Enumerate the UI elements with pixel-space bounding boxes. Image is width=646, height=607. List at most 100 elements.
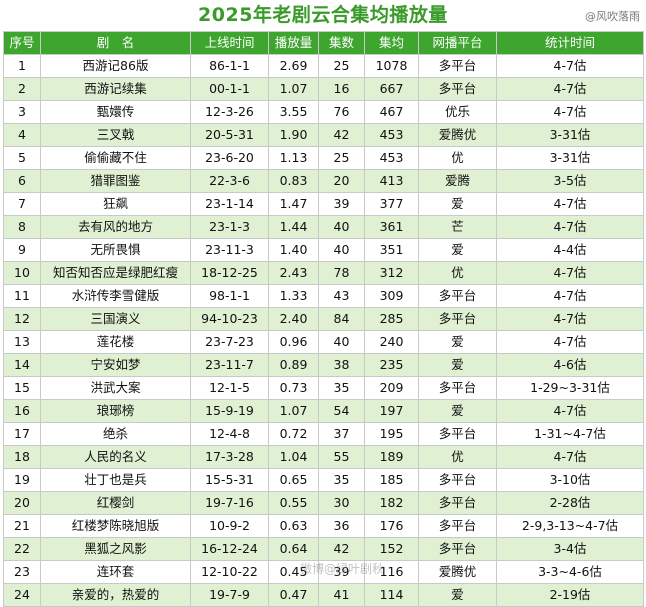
release-date-cell: 17-3-28	[190, 445, 269, 469]
page-title: 2025年老剧云合集均播放量	[198, 4, 448, 26]
table-row: 22 黑狐之风影 16-12-24 0.64 42 152 多平台 3-4估	[3, 537, 644, 561]
table-row: 13 莲花楼 23-7-23 0.96 40 240 爱 4-7估	[3, 330, 644, 354]
platform-cell: 爱	[418, 399, 497, 423]
rank-cell: 7	[3, 192, 41, 216]
title-cell: 狂飙	[40, 192, 191, 216]
release-date-cell: 20-5-31	[190, 123, 269, 147]
per-episode-cell: 453	[364, 146, 419, 170]
title-cell: 水浒传李雪健版	[40, 284, 191, 308]
stat-date-cell: 4-7估	[496, 330, 644, 354]
per-episode-cell: 361	[364, 215, 419, 239]
platform-cell: 芒	[418, 215, 497, 239]
column-header-stat-date: 统计时间	[496, 31, 644, 55]
stat-date-cell: 3-10估	[496, 468, 644, 492]
episodes-cell: 20	[318, 169, 365, 193]
episodes-cell: 39	[318, 192, 365, 216]
stat-date-cell: 1-29~3-31估	[496, 376, 644, 400]
table-header-row: 序号 剧 名 上线时间 播放量 集数 集均 网播平台 统计时间	[3, 31, 644, 55]
per-episode-cell: 312	[364, 261, 419, 285]
table-row: 7 狂飙 23-1-14 1.47 39 377 爱 4-7估	[3, 192, 644, 216]
per-episode-cell: 413	[364, 169, 419, 193]
stat-date-cell: 3-31估	[496, 123, 644, 147]
release-date-cell: 12-1-5	[190, 376, 269, 400]
stat-date-cell: 4-7估	[496, 100, 644, 124]
release-date-cell: 00-1-1	[190, 77, 269, 101]
rank-cell: 11	[3, 284, 41, 308]
per-episode-cell: 453	[364, 123, 419, 147]
stat-date-cell: 4-7估	[496, 445, 644, 469]
per-episode-cell: 240	[364, 330, 419, 354]
title-cell: 甄嬛传	[40, 100, 191, 124]
platform-cell: 优	[418, 146, 497, 170]
episodes-cell: 30	[318, 491, 365, 515]
release-date-cell: 23-11-3	[190, 238, 269, 262]
views-cell: 2.43	[268, 261, 319, 285]
table-row: 10 知否知否应是绿肥红瘦 18-12-25 2.43 78 312 优 4-7估	[3, 261, 644, 285]
release-date-cell: 12-10-22	[190, 560, 269, 584]
table-row: 16 琅琊榜 15-9-19 1.07 54 197 爱 4-7估	[3, 399, 644, 423]
title-cell: 去有风的地方	[40, 215, 191, 239]
table-row: 11 水浒传李雪健版 98-1-1 1.33 43 309 多平台 4-7估	[3, 284, 644, 308]
stat-date-cell: 4-7估	[496, 77, 644, 101]
table-row: 12 三国演义 94-10-23 2.40 84 285 多平台 4-7估	[3, 307, 644, 331]
per-episode-cell: 1078	[364, 54, 419, 78]
episodes-cell: 25	[318, 54, 365, 78]
title-cell: 莲花楼	[40, 330, 191, 354]
views-cell: 0.96	[268, 330, 319, 354]
episodes-cell: 54	[318, 399, 365, 423]
column-header-rank: 序号	[3, 31, 41, 55]
episodes-cell: 35	[318, 376, 365, 400]
stat-date-cell: 4-7估	[496, 54, 644, 78]
title-cell: 猎罪图鉴	[40, 169, 191, 193]
column-header-episodes: 集数	[318, 31, 365, 55]
release-date-cell: 22-3-6	[190, 169, 269, 193]
rank-cell: 3	[3, 100, 41, 124]
stat-date-cell: 2-19估	[496, 583, 644, 607]
title-cell: 西游记续集	[40, 77, 191, 101]
platform-cell: 多平台	[418, 376, 497, 400]
table-row: 15 洪武大案 12-1-5 0.73 35 209 多平台 1-29~3-31估	[3, 376, 644, 400]
views-cell: 0.47	[268, 583, 319, 607]
table-row: 18 人民的名义 17-3-28 1.04 55 189 优 4-7估	[3, 445, 644, 469]
per-episode-cell: 114	[364, 583, 419, 607]
platform-cell: 爱	[418, 353, 497, 377]
episodes-cell: 41	[318, 583, 365, 607]
views-cell: 0.64	[268, 537, 319, 561]
stat-date-cell: 4-7估	[496, 399, 644, 423]
views-cell: 1.07	[268, 77, 319, 101]
episodes-cell: 78	[318, 261, 365, 285]
views-cell: 1.33	[268, 284, 319, 308]
stat-date-cell: 3-5估	[496, 169, 644, 193]
views-cell: 2.40	[268, 307, 319, 331]
table-row: 17 绝杀 12-4-8 0.72 37 195 多平台 1-31~4-7估	[3, 422, 644, 446]
platform-cell: 多平台	[418, 77, 497, 101]
column-header-platform: 网播平台	[418, 31, 497, 55]
platform-cell: 爱	[418, 583, 497, 607]
views-cell: 1.40	[268, 238, 319, 262]
stat-date-cell: 4-7估	[496, 307, 644, 331]
episodes-cell: 40	[318, 238, 365, 262]
episodes-cell: 42	[318, 123, 365, 147]
per-episode-cell: 189	[364, 445, 419, 469]
views-cell: 1.90	[268, 123, 319, 147]
platform-cell: 多平台	[418, 491, 497, 515]
platform-cell: 优乐	[418, 100, 497, 124]
release-date-cell: 16-12-24	[190, 537, 269, 561]
stat-date-cell: 1-31~4-7估	[496, 422, 644, 446]
rank-cell: 9	[3, 238, 41, 262]
title-cell: 壮丁也是兵	[40, 468, 191, 492]
title-cell: 偷偷藏不住	[40, 146, 191, 170]
table-row: 6 猎罪图鉴 22-3-6 0.83 20 413 爱腾 3-5估	[3, 169, 644, 193]
title-cell: 黑狐之风影	[40, 537, 191, 561]
table-row: 2 西游记续集 00-1-1 1.07 16 667 多平台 4-7估	[3, 77, 644, 101]
release-date-cell: 19-7-9	[190, 583, 269, 607]
rank-cell: 8	[3, 215, 41, 239]
stat-date-cell: 4-7估	[496, 284, 644, 308]
per-episode-cell: 195	[364, 422, 419, 446]
stat-date-cell: 4-7估	[496, 192, 644, 216]
rank-cell: 23	[3, 560, 41, 584]
rank-cell: 18	[3, 445, 41, 469]
per-episode-cell: 176	[364, 514, 419, 538]
column-header-title: 剧 名	[40, 31, 191, 55]
episodes-cell: 84	[318, 307, 365, 331]
